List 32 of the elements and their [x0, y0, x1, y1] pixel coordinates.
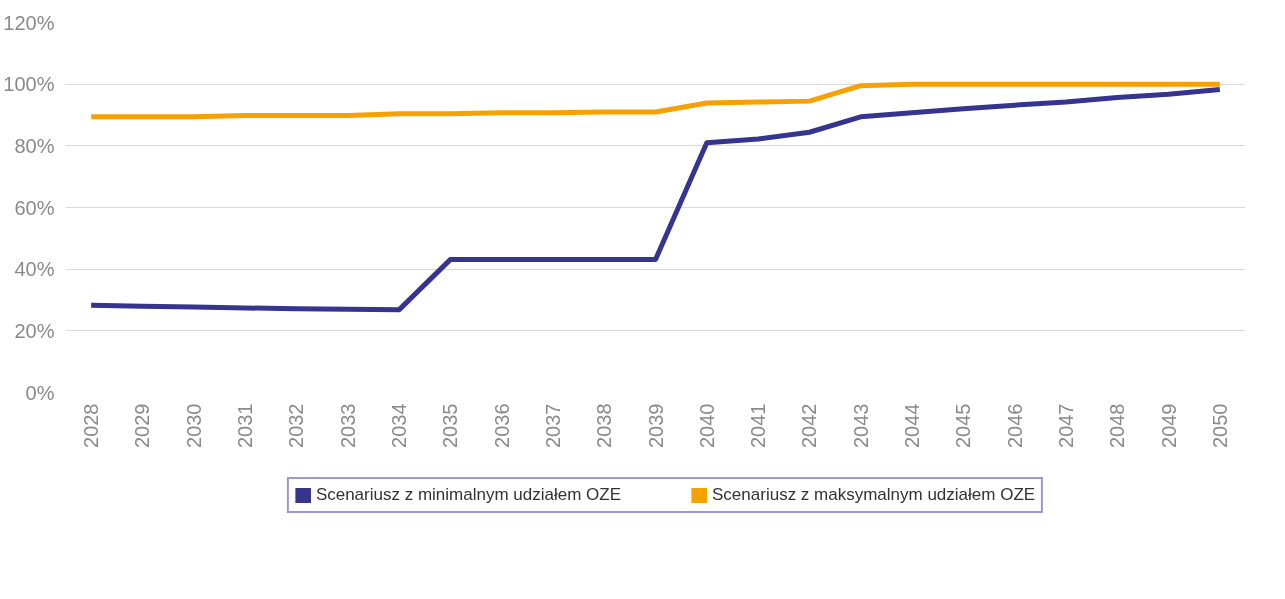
- x-tick-label: 2043: [849, 403, 872, 448]
- x-tick-label: 2047: [1054, 403, 1077, 448]
- y-tick-label: 80%: [14, 134, 55, 157]
- x-tick-label: 2031: [234, 403, 257, 448]
- y-tick-label: 20%: [14, 319, 55, 342]
- x-tick-label: 2044: [901, 403, 924, 448]
- x-tick-label: 2032: [285, 403, 308, 448]
- x-tick-label: 2045: [952, 403, 975, 448]
- y-tick-label: 0%: [25, 381, 55, 404]
- x-tick-label: 2035: [439, 403, 462, 448]
- x-tick-label: 2049: [1157, 403, 1180, 448]
- y-tick-label: 100%: [3, 73, 55, 96]
- x-tick-label: 2028: [80, 403, 103, 448]
- x-tick-label: 2042: [798, 403, 821, 448]
- x-tick-label: 2041: [747, 403, 770, 448]
- x-tick-label: 2029: [131, 403, 154, 448]
- legend-label: Scenariusz z minimalnym udziałem OZE: [315, 485, 622, 505]
- x-tick-label: 2036: [490, 403, 513, 448]
- x-tick-label: 2048: [1106, 403, 1129, 448]
- x-tick-label: 2046: [1003, 403, 1026, 448]
- x-tick-label: 2050: [1208, 403, 1231, 448]
- x-tick-label: 2040: [695, 403, 718, 448]
- y-tick-label: 40%: [14, 258, 55, 281]
- x-tick-label: 2034: [387, 403, 410, 448]
- x-tick-label: 2037: [541, 403, 564, 448]
- x-tick-label: 2039: [644, 403, 667, 448]
- x-tick-label: 2033: [336, 403, 359, 448]
- x-tick-label: 2038: [593, 403, 616, 448]
- x-tick-label: 2030: [182, 403, 205, 448]
- y-tick-label: 60%: [14, 196, 55, 219]
- y-tick-label: 120%: [3, 11, 55, 34]
- legend-label: Scenariusz z maksymalnym udziałem OZE: [712, 485, 1036, 505]
